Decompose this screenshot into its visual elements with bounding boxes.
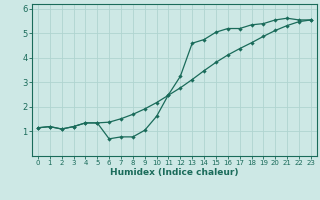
X-axis label: Humidex (Indice chaleur): Humidex (Indice chaleur): [110, 168, 239, 177]
